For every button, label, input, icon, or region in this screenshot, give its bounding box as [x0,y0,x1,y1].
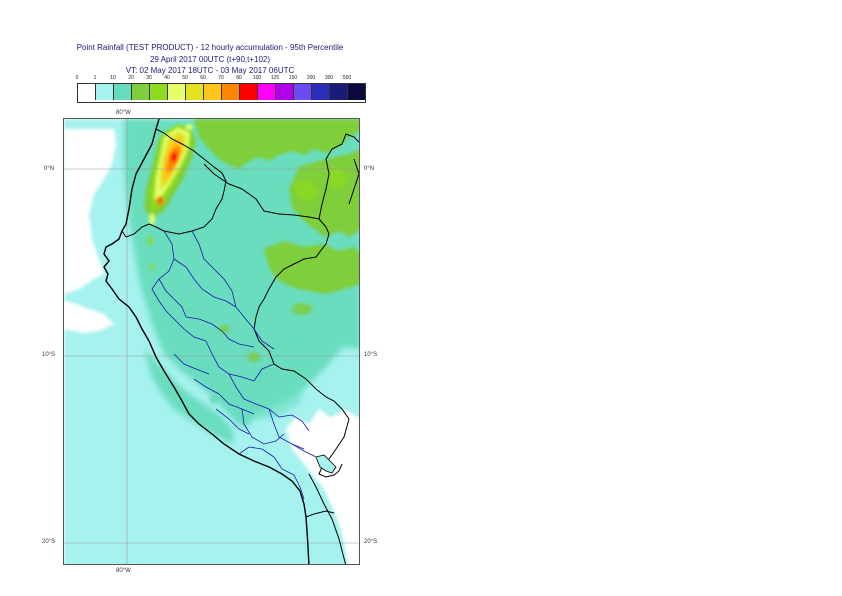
map-canvas [64,119,359,564]
legend-color-bar [77,83,366,103]
legend-label: 40 [164,75,170,81]
legend-label: 300 [324,75,334,81]
lon-label-top: 80°W [116,110,131,116]
lon-label-bottom: 80°W [116,568,131,574]
run-time-label: 29 April 2017 00UTC (t+90,t+102) [149,55,271,64]
rain-zone-scattered [189,303,312,404]
legend-swatch [348,84,365,100]
region-borders [151,230,317,500]
legend-label: 80 [236,75,242,81]
legend-swatch [204,84,222,100]
legend-labels: 0 1 10 20 30 40 50 60 70 80 100 125 150 200 300 500 [0,75,842,85]
legend-label: 10 [110,75,116,81]
valid-time-label: VT: 02 May 2017 18UTC - 03 May 2017 06UT… [125,66,295,75]
legend-label: 500 [342,75,352,81]
legend-label: 60 [200,75,206,81]
legend-swatch [276,84,294,100]
legend-swatch [186,84,204,100]
legend-label: 1 [93,75,97,81]
lat-label-20-left: 20°S [42,539,56,545]
map-title: Point Rainfall (TEST PRODUCT) - 12 hourl… [76,43,344,52]
rain-zone-heavy [148,124,193,270]
lat-label-10-left: 10°S [42,352,56,358]
legend-swatch [312,84,330,100]
lake-titicaca [315,454,337,474]
legend-swatch [240,84,258,100]
rainfall-map [63,118,360,565]
lat-label-20-right: 20°S [364,539,378,545]
legend-swatch [222,84,240,100]
legend-label: 200 [306,75,316,81]
legend-label: 50 [182,75,188,81]
coastline [103,119,310,564]
legend-swatch [132,84,150,100]
legend-label: 70 [218,75,224,81]
legend-swatch [258,84,276,100]
legend-label: 20 [128,75,134,81]
legend-swatch [78,84,96,100]
legend-swatch [330,84,348,100]
legend-swatch [114,84,132,100]
legend-swatch [168,84,186,100]
legend-label: 30 [146,75,152,81]
legend-swatch [150,84,168,100]
graticule [64,119,359,564]
legend-label: 150 [288,75,298,81]
legend-label: 0 [75,75,79,81]
lat-label-0-right: 0°N [364,166,375,172]
lat-label-10-right: 10°S [364,352,378,358]
legend-swatch [96,84,114,100]
dry-zone [64,129,359,564]
legend-label: 100 [252,75,262,81]
legend-label: 125 [270,75,280,81]
legend-swatch [294,84,312,100]
lat-label-0-left: 0°N [44,166,55,172]
country-borders [121,128,359,564]
